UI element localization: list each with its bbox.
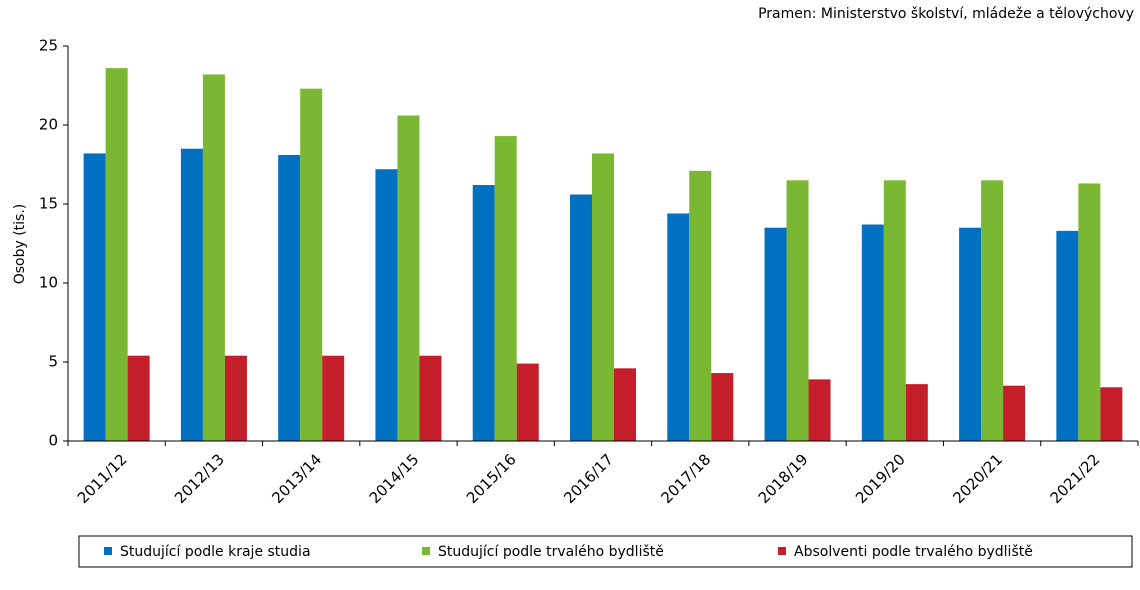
legend-swatch [104, 547, 112, 555]
bar [614, 368, 636, 441]
bar [83, 153, 106, 441]
bar [570, 194, 592, 441]
bar [981, 180, 1004, 442]
legend-label: Studující podle trvalého bydliště [438, 544, 664, 560]
bar [1100, 387, 1123, 441]
bar [905, 384, 928, 441]
bar [786, 180, 809, 442]
y-tick-label: 10 [39, 274, 58, 292]
bar [494, 136, 517, 441]
y-tick-label: 5 [48, 353, 58, 371]
bar [127, 355, 150, 441]
y-tick-label: 25 [39, 37, 58, 55]
x-tick-label: 2016/17 [560, 450, 617, 507]
y-tick-label: 20 [39, 116, 58, 134]
bar [883, 180, 906, 442]
legend-box [78, 535, 1133, 568]
x-tick-label: 2019/20 [852, 450, 909, 507]
x-tick-label: 2015/16 [463, 450, 520, 507]
bar [689, 170, 712, 441]
bar [764, 227, 787, 441]
y-tick-label: 0 [48, 432, 58, 450]
legend-swatch [422, 547, 430, 555]
bar [180, 148, 203, 441]
source-note: Pramen: Ministerstvo školství, mládeže a… [758, 6, 1134, 22]
bar [278, 155, 301, 441]
legend-label: Studující podle kraje studia [120, 544, 311, 560]
bar [397, 115, 420, 442]
bar [1056, 230, 1079, 441]
legend-label: Absolventi podle trvalého bydliště [794, 544, 1033, 560]
x-tick-label: 2018/19 [755, 450, 812, 507]
bar [592, 153, 614, 441]
bar [472, 185, 495, 441]
bar [516, 363, 539, 441]
bar [711, 373, 734, 441]
bar [300, 88, 323, 441]
bar [667, 213, 690, 441]
bar [105, 68, 128, 442]
y-axis-title: Osoby (tis.) [12, 204, 28, 285]
y-tick-label: 15 [39, 195, 58, 213]
bar [808, 379, 831, 441]
x-tick-label: 2012/13 [171, 450, 228, 507]
x-tick-label: 2011/12 [74, 450, 131, 507]
x-tick-label: 2020/21 [949, 450, 1006, 507]
bar [375, 169, 398, 442]
bar [224, 355, 247, 441]
bar [1003, 385, 1026, 441]
bar [959, 227, 982, 441]
x-tick-label: 2014/15 [366, 450, 423, 507]
bar [1078, 183, 1101, 441]
bar [861, 224, 884, 441]
x-tick-label: 2021/22 [1047, 450, 1104, 507]
bar [419, 355, 442, 441]
x-tick-label: 2017/18 [657, 450, 714, 507]
bar [322, 355, 345, 441]
x-tick-label: 2013/14 [268, 450, 325, 507]
bar [202, 74, 225, 441]
legend-swatch [778, 547, 786, 555]
